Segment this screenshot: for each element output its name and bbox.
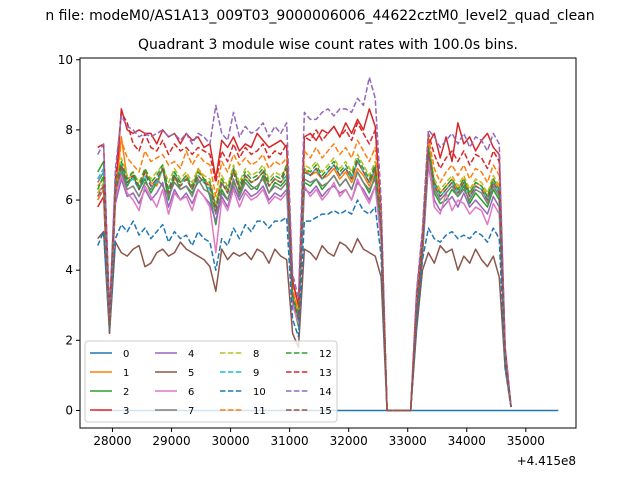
series-line-10	[97, 199, 512, 412]
series-line-12	[97, 146, 512, 412]
series-line-15	[97, 150, 512, 412]
series-line-5	[97, 230, 512, 412]
plot-area-frame	[79, 57, 577, 429]
series-layer	[97, 76, 559, 412]
legend-label-3: 3	[123, 406, 129, 417]
series-line-8	[97, 143, 512, 412]
x-tick-label: 30000	[211, 434, 249, 448]
x-tick-label: 32000	[330, 434, 368, 448]
series-line-11	[97, 136, 512, 412]
legend-label-0: 0	[123, 349, 129, 360]
legend-label-14: 14	[319, 387, 332, 398]
legend-label-11: 11	[253, 406, 266, 417]
x-tick-label: 31000	[271, 434, 309, 448]
legend-label-10: 10	[253, 387, 266, 398]
figure-suptitle: n file: modeM0/AS1A13_009T03_9000006006_…	[45, 8, 594, 24]
series-line-14	[97, 76, 512, 412]
legend-label-13: 13	[319, 368, 332, 379]
y-tick-label: 4	[65, 263, 73, 277]
x-axis-ticks: 28000 29000 30000 31000 32000 33000 34000 35000	[93, 428, 545, 448]
y-tick-label: 8	[65, 123, 73, 137]
legend-frame	[84, 340, 338, 423]
x-tick-label: 33000	[389, 434, 427, 448]
series-line-13	[97, 111, 512, 412]
legend-label-15: 15	[319, 406, 332, 417]
legend-label-5: 5	[188, 368, 194, 379]
legend-label-12: 12	[319, 349, 332, 360]
y-tick-label: 2	[65, 333, 73, 347]
legend-label-9: 9	[253, 368, 259, 379]
chart-title: Quadrant 3 module wise count rates with …	[138, 37, 518, 53]
legend-label-7: 7	[188, 406, 194, 417]
legend-label-6: 6	[188, 387, 194, 398]
legend-label-1: 1	[123, 368, 129, 379]
legend-label-4: 4	[188, 349, 194, 360]
x-tick-label: 28000	[93, 434, 131, 448]
y-axis-ticks: 0 2 4 6 8 10	[58, 53, 80, 417]
y-tick-label: 6	[65, 193, 73, 207]
x-tick-label: 35000	[507, 434, 545, 448]
y-tick-label: 10	[58, 53, 73, 67]
x-tick-label: 29000	[152, 434, 190, 448]
legend-label-2: 2	[123, 387, 129, 398]
legend-label-8: 8	[253, 349, 259, 360]
x-tick-label: 34000	[448, 434, 486, 448]
y-tick-label: 0	[65, 403, 73, 417]
x-offset-label: +4.415e8	[517, 454, 576, 468]
